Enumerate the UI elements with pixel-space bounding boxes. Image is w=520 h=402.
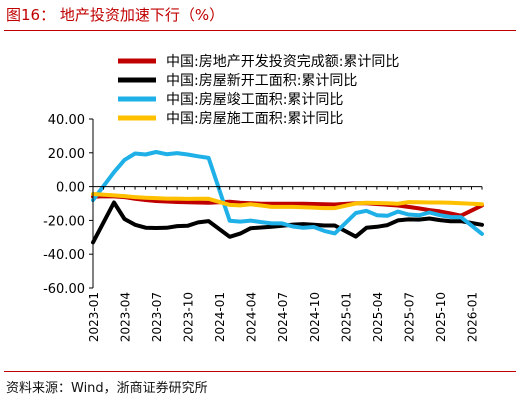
legend-label: 中国:房屋竣工面积:累计同比: [166, 92, 343, 108]
series-line: [91, 150, 484, 236]
x-tick-label: 2025-07: [402, 292, 416, 342]
x-tick-label: 2024-07: [276, 292, 290, 342]
x-tick-label: 2024-10: [308, 292, 322, 342]
x-tick-label: 2025-04: [371, 292, 385, 342]
y-tick-label: -40.00: [43, 248, 85, 263]
x-tick-label: 2024-01: [213, 292, 227, 342]
x-tick-label: 2023-07: [150, 292, 164, 342]
series-line: [91, 194, 484, 218]
legend-label: 中国:房地产开发投资完成额:累计同比: [166, 54, 399, 70]
x-tick-label: 2026-01: [465, 292, 479, 342]
legend-label: 中国:房屋施工面积:累计同比: [166, 111, 343, 127]
x-tick-label: 2025-10: [434, 292, 448, 342]
y-tick-label: 40.00: [48, 113, 85, 128]
title-divider: [4, 30, 516, 31]
x-tick-label: 2024-04: [245, 292, 259, 342]
x-tick-label: 2023-04: [119, 292, 133, 342]
line-chart: 中国:房地产开发投资完成额:累计同比中国:房屋新开工面积:累计同比中国:房屋竣工…: [43, 54, 484, 342]
source-note: 资料来源：Wind，浙商证券研究所: [6, 381, 208, 396]
chart-title: 图16： 地产投资加速下行（%）: [6, 6, 225, 24]
source-divider: [4, 371, 516, 372]
legend: 中国:房地产开发投资完成额:累计同比中国:房屋新开工面积:累计同比中国:房屋竣工…: [118, 54, 399, 127]
series-line: [91, 192, 484, 211]
x-tick-label: 2023-01: [87, 292, 101, 342]
x-tick-label: 2025-01: [339, 292, 353, 342]
series-lines: [91, 150, 484, 245]
y-tick-label: 0.00: [56, 181, 85, 196]
legend-label: 中国:房屋新开工面积:累计同比: [166, 73, 357, 89]
y-tick-label: -20.00: [43, 214, 85, 229]
y-tick-label: 20.00: [48, 147, 85, 162]
y-tick-label: -60.00: [43, 282, 85, 297]
x-tick-label: 2023-10: [182, 292, 196, 342]
